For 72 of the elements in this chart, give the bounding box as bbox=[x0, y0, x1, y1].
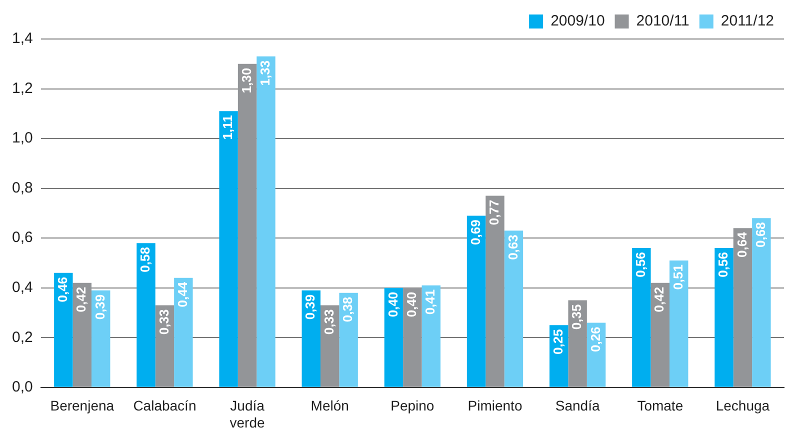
bar bbox=[339, 292, 358, 387]
data-label: 0,58 bbox=[138, 247, 153, 272]
bar bbox=[422, 285, 440, 387]
data-label: 1,30 bbox=[238, 68, 254, 94]
y-tick-label: 0,6 bbox=[12, 229, 33, 246]
legend-label: 2009/10 bbox=[550, 12, 605, 30]
bar bbox=[403, 288, 422, 387]
bar bbox=[72, 282, 92, 387]
bar bbox=[632, 248, 651, 387]
data-label: 0,51 bbox=[670, 264, 686, 290]
x-tick-label: Berenjena bbox=[50, 398, 114, 414]
data-label: 0,77 bbox=[486, 200, 502, 226]
data-label: 0,33 bbox=[156, 309, 172, 335]
bar bbox=[320, 305, 340, 387]
data-label: 0,40 bbox=[385, 292, 400, 318]
data-label: 0,56 bbox=[716, 252, 731, 278]
data-label: 1,33 bbox=[258, 60, 273, 86]
y-tick-label: 0,2 bbox=[12, 328, 33, 346]
data-label: 0,38 bbox=[340, 296, 356, 322]
x-tick-label: Pepino bbox=[390, 398, 434, 414]
bar bbox=[486, 196, 504, 387]
x-tick-label: Melón bbox=[310, 398, 349, 414]
bar bbox=[504, 230, 524, 387]
data-label: 0,35 bbox=[569, 304, 584, 330]
bar bbox=[174, 278, 193, 387]
x-tick-label: Lechuga bbox=[716, 398, 770, 414]
bar bbox=[568, 300, 587, 387]
data-label: 0,33 bbox=[321, 309, 336, 335]
data-label: 1,11 bbox=[220, 115, 236, 140]
y-tick-label: 0,0 bbox=[12, 378, 33, 396]
x-tick-label: Sandía bbox=[555, 398, 600, 414]
x-tick-label: Pimiento bbox=[468, 398, 522, 414]
bar bbox=[733, 228, 752, 387]
data-label: 0,39 bbox=[92, 294, 108, 320]
data-label: 0,44 bbox=[175, 281, 190, 308]
data-label: 0,56 bbox=[633, 252, 648, 278]
bar bbox=[466, 216, 486, 387]
data-label: 0,39 bbox=[302, 294, 318, 320]
x-tick-label: Calabacín bbox=[133, 398, 196, 414]
y-tick-label: 1,4 bbox=[12, 30, 33, 48]
data-label: 0,42 bbox=[74, 286, 89, 312]
bar bbox=[155, 305, 174, 387]
legend-label: 2010/11 bbox=[636, 12, 690, 30]
data-label: 0,42 bbox=[652, 286, 667, 312]
bar bbox=[219, 111, 238, 387]
legend-label: 2011/12 bbox=[720, 12, 774, 30]
y-tick-label: 0,4 bbox=[12, 279, 33, 296]
x-tick-label: Tomate bbox=[637, 398, 684, 414]
data-label: 0,68 bbox=[753, 222, 768, 248]
y-tick-label: 0,8 bbox=[12, 179, 33, 196]
x-tick-label: Judía verde bbox=[230, 398, 265, 430]
bar bbox=[136, 243, 156, 387]
bar bbox=[650, 282, 670, 387]
data-label: 0,64 bbox=[734, 231, 750, 258]
data-label: 0,69 bbox=[468, 220, 483, 245]
y-tick-label: 1,0 bbox=[12, 130, 33, 147]
data-label: 0,25 bbox=[550, 329, 566, 354]
bar bbox=[714, 248, 734, 387]
bar bbox=[752, 218, 771, 387]
y-tick-label: 1,2 bbox=[12, 80, 33, 97]
data-label: 0,40 bbox=[404, 292, 420, 318]
bar bbox=[302, 290, 320, 387]
data-label: 0,46 bbox=[55, 276, 70, 302]
bar bbox=[238, 64, 257, 387]
bar bbox=[384, 288, 404, 387]
data-label: 0,63 bbox=[505, 234, 520, 260]
bar bbox=[256, 56, 276, 387]
bar bbox=[91, 290, 110, 387]
bar bbox=[54, 272, 73, 387]
bar bbox=[670, 260, 688, 387]
data-label: 0,26 bbox=[588, 326, 603, 352]
data-label: 0,41 bbox=[422, 289, 438, 315]
